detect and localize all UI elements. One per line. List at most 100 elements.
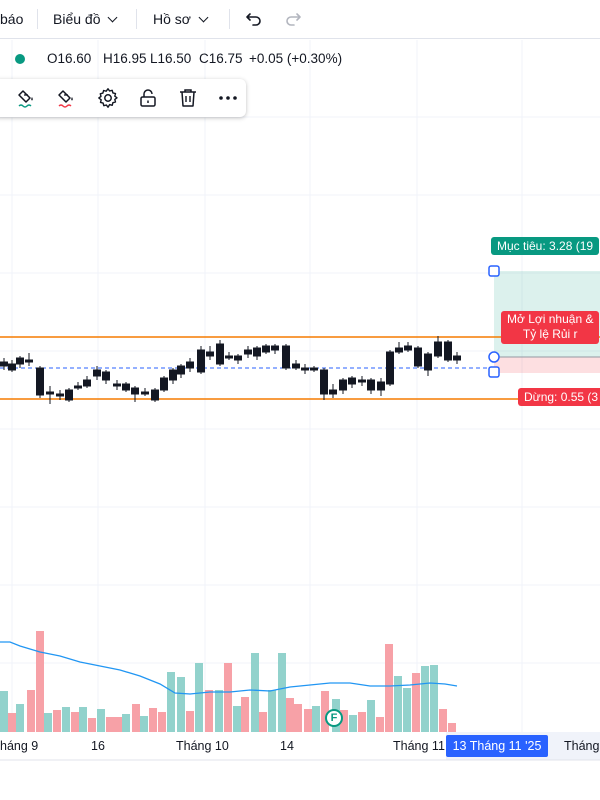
volume-bar: [224, 663, 232, 732]
volume-bar: [340, 710, 348, 732]
ohlc-close: C16.75: [199, 51, 243, 66]
candle-body: [414, 347, 422, 367]
volume-bar: [251, 653, 259, 732]
volume-bar: [44, 713, 52, 732]
stop-handle[interactable]: [488, 366, 500, 378]
dividend-badge-text: F: [330, 712, 338, 724]
volume-bar: [177, 677, 185, 732]
candle-body: [93, 369, 101, 377]
alerts-menu[interactable]: báo: [0, 0, 23, 38]
candle-body: [301, 367, 309, 371]
volume-bar: [97, 709, 105, 732]
candle-body: [358, 379, 366, 383]
x-axis-label: háng 9: [0, 739, 39, 753]
volume-bar: [158, 712, 166, 732]
candle-body: [253, 347, 261, 357]
volume-bar: [421, 666, 429, 732]
volume-bar: [259, 712, 267, 732]
chevron-down-icon: [108, 12, 118, 23]
candle-body: [292, 363, 300, 369]
toolbar-divider: [37, 9, 38, 29]
volume-bar: [106, 717, 114, 732]
candle-body: [206, 351, 214, 357]
paint-bucket-red-icon[interactable]: [56, 86, 80, 110]
candle-body: [453, 355, 461, 361]
volume-bar: [294, 704, 302, 732]
profile-menu-label: Hồ sơ: [153, 11, 191, 27]
volume-bar: [233, 706, 241, 732]
chevron-down-icon: [198, 12, 209, 23]
undo-icon[interactable]: [244, 9, 264, 29]
dividend-badge[interactable]: F: [325, 709, 343, 727]
volume-bar: [36, 631, 44, 732]
volume-bar: [114, 717, 122, 732]
candle-body: [386, 351, 394, 385]
volume-bar: [167, 672, 175, 732]
chart-menu-label: Biểu đồ: [53, 11, 101, 27]
pnl-info-label: Mở Lợi nhuận & Tỷ lệ Rủi r: [501, 311, 600, 344]
redo-icon[interactable]: [283, 9, 303, 29]
candle-body: [262, 345, 270, 353]
volume-bar: [448, 723, 456, 732]
x-axis-label: Tháng 10: [176, 739, 229, 753]
candle-body: [197, 349, 205, 373]
x-axis-label: 16: [91, 739, 105, 753]
drawing-toolbar: [0, 79, 246, 117]
x-axis-label: 14: [280, 739, 294, 753]
candle-body: [102, 371, 110, 381]
paint-bucket-icon[interactable]: [16, 86, 40, 110]
crosshair-date-label: 13 Tháng 11 '25: [446, 735, 548, 757]
candle-body: [83, 379, 91, 387]
volume-bar: [88, 718, 96, 732]
chart-menu[interactable]: Biểu đồ: [53, 0, 118, 38]
volume-bar: [16, 704, 24, 732]
candle-body: [8, 363, 16, 371]
volume-bar: [278, 653, 286, 732]
volume-bar: [312, 706, 320, 732]
ohlc-high: H16.95: [103, 51, 147, 66]
entry-handle[interactable]: [488, 351, 500, 363]
candle-body: [56, 393, 64, 397]
top-toolbar: báo Biểu đồ Hồ sơ: [0, 0, 600, 39]
settings-icon[interactable]: [96, 86, 120, 110]
profile-menu[interactable]: Hồ sơ: [153, 0, 209, 38]
risk-reward-text: Tỷ lệ Rủi r: [522, 327, 578, 341]
volume-bar: [132, 704, 140, 732]
candle-body: [329, 389, 337, 395]
volume-bar: [403, 688, 411, 732]
alerts-label: báo: [0, 11, 24, 27]
target-handle[interactable]: [488, 265, 500, 277]
stop-label-text: Dừng: 0.55 (3: [524, 390, 599, 404]
volume-bar: [140, 716, 148, 732]
trash-icon[interactable]: [176, 86, 200, 110]
target-label[interactable]: Mục tiêu: 3.28 (19: [491, 237, 600, 255]
volume-bar: [268, 690, 276, 732]
volume-bar: [412, 673, 420, 732]
toolbar-divider: [136, 9, 137, 29]
volume-bar: [71, 712, 79, 732]
volume-bar: [358, 712, 366, 732]
candle-body: [244, 349, 252, 355]
volume-bar: [286, 698, 294, 732]
loss-zone: [494, 357, 600, 373]
candle-body: [141, 391, 149, 395]
volume-bar: [376, 717, 384, 732]
candle-body: [424, 353, 432, 371]
x-axis-label: Tháng: [564, 739, 600, 753]
candle-body: [25, 359, 33, 363]
candle-body: [0, 361, 8, 367]
volume-bar: [27, 690, 35, 732]
candle-body: [271, 345, 279, 351]
volume-bar: [205, 690, 213, 732]
ohlc-low: L16.50: [150, 51, 192, 66]
unlock-icon[interactable]: [136, 86, 160, 110]
candle-body: [434, 341, 442, 357]
stop-label[interactable]: Dừng: 0.55 (3: [518, 388, 600, 406]
volume-bar: [439, 709, 447, 732]
volume-ma-line: [0, 641, 458, 695]
candle-body: [216, 343, 224, 365]
more-icon[interactable]: [216, 86, 240, 110]
volume-bar: [122, 714, 130, 732]
volume-bar: [241, 697, 249, 732]
